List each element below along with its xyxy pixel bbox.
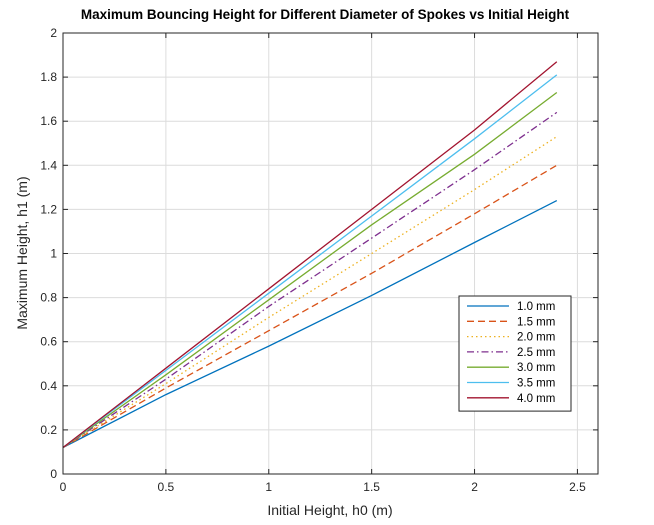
y-tick-label: 1.4 [40, 158, 57, 172]
y-tick-label: 0.6 [40, 335, 57, 349]
y-tick-label: 1 [50, 247, 57, 261]
x-axis-label: Initial Height, h0 (m) [267, 502, 392, 518]
y-tick-label: 0.4 [40, 379, 57, 393]
y-axis-label: Maximum Height, h1 (m) [14, 176, 30, 329]
x-tick-label: 0.5 [158, 480, 175, 494]
legend-entry-label: 1.0 mm [517, 301, 555, 313]
y-tick-label: 2 [50, 26, 57, 40]
series-line-4-0-mm [62, 61, 558, 449]
y-tick-label: 0.2 [40, 423, 57, 437]
x-tick-label: 1 [265, 480, 272, 494]
x-tick-label: 2 [471, 480, 478, 494]
series-line-2-5-mm [62, 111, 558, 449]
legend-box [458, 295, 572, 412]
legend-entry-label: 2.0 mm [517, 332, 555, 344]
y-tick-label: 0 [50, 467, 57, 481]
series-line-3-0-mm [62, 91, 558, 449]
series-lines [62, 61, 558, 449]
legend-entry-label: 3.0 mm [517, 362, 555, 374]
y-tick-label: 1.8 [40, 70, 57, 84]
legend-entry-label: 3.5 mm [517, 378, 555, 390]
x-tick-label: 2.5 [569, 480, 586, 494]
series-line-1-0-mm [62, 200, 558, 449]
legend: 1.0 mm 1.5 mm 2.0 mm 2.5 mm 3.0 mm 3.5 mm 4.0 … [458, 295, 572, 412]
axis-ticks: 0 0.5 1 1.5 2 2.5 0 0.2 0.4 0.6 0.8 1 1.2 1.4 1.6 1.8 2 [40, 26, 598, 494]
y-tick-label: 1.2 [40, 202, 57, 216]
chart-title: Maximum Bouncing Height for Different Di… [81, 7, 570, 22]
legend-entry-label: 1.5 mm [517, 316, 555, 328]
legend-entry-label: 2.5 mm [517, 347, 555, 359]
x-tick-label: 0 [60, 480, 67, 494]
series-line-3-5-mm [62, 74, 558, 449]
y-tick-label: 1.6 [40, 114, 57, 128]
y-tick-label: 0.8 [40, 291, 57, 305]
legend-entry-label: 4.0 mm [517, 393, 555, 405]
x-tick-label: 1.5 [363, 480, 380, 494]
series-line-1-5-mm [62, 164, 558, 449]
